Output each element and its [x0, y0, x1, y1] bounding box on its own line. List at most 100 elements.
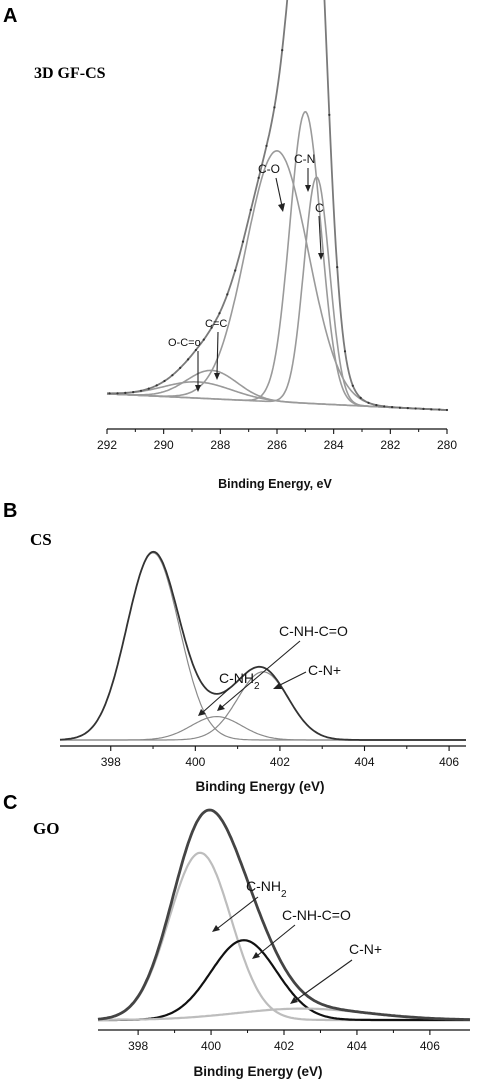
panel-a-data-point: [179, 366, 182, 369]
subscript-2: 2: [281, 889, 287, 900]
panel-b-tick-label: 398: [101, 755, 121, 769]
annotation-c-nh2: C-NH2: [219, 670, 260, 692]
annotation-c-arrowhead: [318, 253, 324, 260]
panel-a-data-point: [445, 408, 449, 412]
panel-a-3d-gf-cs: A 3D GF-CS 292 290 288 286 284 282 280 Binding…: [3, 0, 457, 491]
panel-a-data-point: [398, 406, 401, 409]
panel-a-data-point: [359, 396, 362, 399]
annotation-c-nh-c-eq-o-go: C-NH-C=O: [282, 907, 351, 923]
subscript-2: 2: [254, 681, 260, 692]
panel-a-data-point: [430, 408, 433, 411]
panel-c-sample-label: GO: [33, 819, 59, 838]
panel-c-tick-label: 398: [128, 1039, 148, 1053]
panel-a-data-point: [273, 106, 276, 109]
panel-a-tick-label: 282: [380, 438, 400, 452]
annotation-c-n-plus: C-N+: [308, 662, 341, 678]
panel-c-curves: [97, 808, 471, 1022]
panel-c-envelope-curve: [97, 808, 471, 1021]
panel-a-tick-label: 292: [97, 438, 117, 452]
panel-a-tick-label: 288: [210, 438, 230, 452]
panel-b-tick-label: 400: [185, 755, 205, 769]
panel-b-envelope-curve: [59, 550, 466, 741]
panel-a-data-point: [147, 387, 150, 390]
panel-c-component-curve: [97, 851, 470, 1022]
panel-a-data-point: [108, 392, 111, 395]
panel-a-data-point: [210, 326, 213, 329]
panel-c-annotations: C-NH2 C-NH-C=O C-N+: [212, 878, 382, 1004]
panel-c-go: C GO 398 400 402 404 406 Binding Energy (eV)…: [3, 792, 471, 1079]
annotation-c-eq-c-arrow: [216, 331, 219, 375]
panel-a-data-point: [414, 407, 417, 410]
panel-a-x-axis-title: Binding Energy, eV: [218, 477, 332, 491]
panel-a-component-curve: [106, 149, 448, 411]
panel-a-data-point: [163, 379, 166, 383]
annotation-c-n-plus-arrowhead: [273, 683, 282, 689]
panel-a-data-point: [155, 384, 158, 387]
annotation-o-c-eq-o-arrowhead: [195, 385, 201, 392]
panel-b-component-curve: [60, 671, 466, 741]
annotation-c-nh2-go-text: C-NH: [246, 878, 281, 894]
panel-a-data-point: [241, 240, 245, 243]
panel-a-sample-label: 3D GF-CS: [34, 65, 106, 82]
panel-a-data-point: [218, 312, 221, 315]
panel-a-letter: A: [3, 5, 17, 27]
annotation-c-n-plus-arrow: [277, 671, 307, 687]
panel-a-data-point: [336, 266, 339, 269]
annotation-c-nh2-go-arrow: [217, 896, 259, 929]
panel-a-data-point: [328, 113, 331, 116]
panel-c-x-axis-title: Binding Energy (eV): [193, 1064, 322, 1079]
panel-a-data-point: [391, 406, 394, 409]
panel-b-component-curve: [59, 552, 466, 741]
annotation-c-nh2-text: C-NH: [219, 670, 254, 686]
panel-a-data-point: [383, 405, 386, 408]
panel-a-data-point: [226, 293, 229, 296]
panel-a-data-point: [234, 269, 237, 272]
annotation-c-arrow: [318, 215, 322, 255]
annotation-c-n-plus-go-arrow: [295, 959, 353, 1001]
annotation-c-nh-c-eq-o-go-arrowhead: [252, 952, 260, 959]
annotation-c-n-arrowhead: [305, 185, 311, 192]
panel-a-data-point: [139, 389, 143, 392]
annotation-c-o-arrowhead: [278, 203, 285, 212]
panel-c-tick-label: 402: [274, 1039, 294, 1053]
annotation-c-eq-c: C=C: [205, 318, 227, 330]
panel-b-sample-label: CS: [30, 530, 52, 549]
panel-a-data-point: [202, 338, 205, 341]
panel-a-data-point: [171, 374, 174, 377]
annotation-o-c-eq-o: O-C=o: [168, 337, 201, 349]
panel-a-data-point: [257, 176, 260, 179]
panel-a-tick-label: 286: [267, 438, 287, 452]
panel-a-tick-label: 280: [437, 438, 457, 452]
panel-b-tick-label: 402: [270, 755, 290, 769]
panel-c-tick-label: 400: [201, 1039, 221, 1053]
panel-b-x-axis-title: Binding Energy (eV): [195, 779, 324, 794]
panel-a-data-point: [249, 208, 252, 211]
annotation-c-n-plus-go: C-N+: [349, 941, 382, 957]
panel-b-cs: B CS 398 400 402 404 406 Binding Energy (eV)…: [3, 500, 466, 794]
panel-c-tick-label: 406: [420, 1039, 440, 1053]
panel-a-data-point: [422, 407, 425, 410]
annotation-c-n: C-N: [294, 152, 315, 166]
annotation-c-nh2-go-arrowhead: [212, 925, 220, 932]
panel-a-data-point: [406, 407, 409, 410]
panel-b-letter: B: [3, 500, 17, 522]
panel-a-data-point: [132, 391, 135, 394]
annotation-c-eq-c-arrowhead: [214, 373, 220, 380]
panel-a-data-point: [351, 384, 354, 387]
panel-a-component-curve: [106, 110, 448, 411]
panel-a-data-point: [438, 408, 441, 411]
panel-a-data-point: [343, 350, 347, 353]
panel-a-annotations: C-N C-O C C=C O-C=o: [168, 152, 324, 392]
panel-a-data-point: [375, 404, 378, 407]
panel-a-data-point: [367, 401, 370, 404]
panel-c-tick-label: 404: [347, 1039, 367, 1053]
panel-b-tick-label: 406: [439, 755, 459, 769]
annotation-c-nh-c-eq-o-go-arrow: [257, 924, 296, 956]
panel-b-annotations: C-NH2 C-NH-C=O C-N+: [198, 623, 348, 716]
panel-c-x-ticks: 398 400 402 404 406: [128, 1030, 440, 1053]
annotation-c-nh2-arrow: [202, 687, 231, 713]
panel-b-component-curve: [60, 716, 466, 741]
panel-a-tick-label: 290: [154, 438, 174, 452]
annotation-c-nh2-arrowhead: [198, 709, 206, 716]
